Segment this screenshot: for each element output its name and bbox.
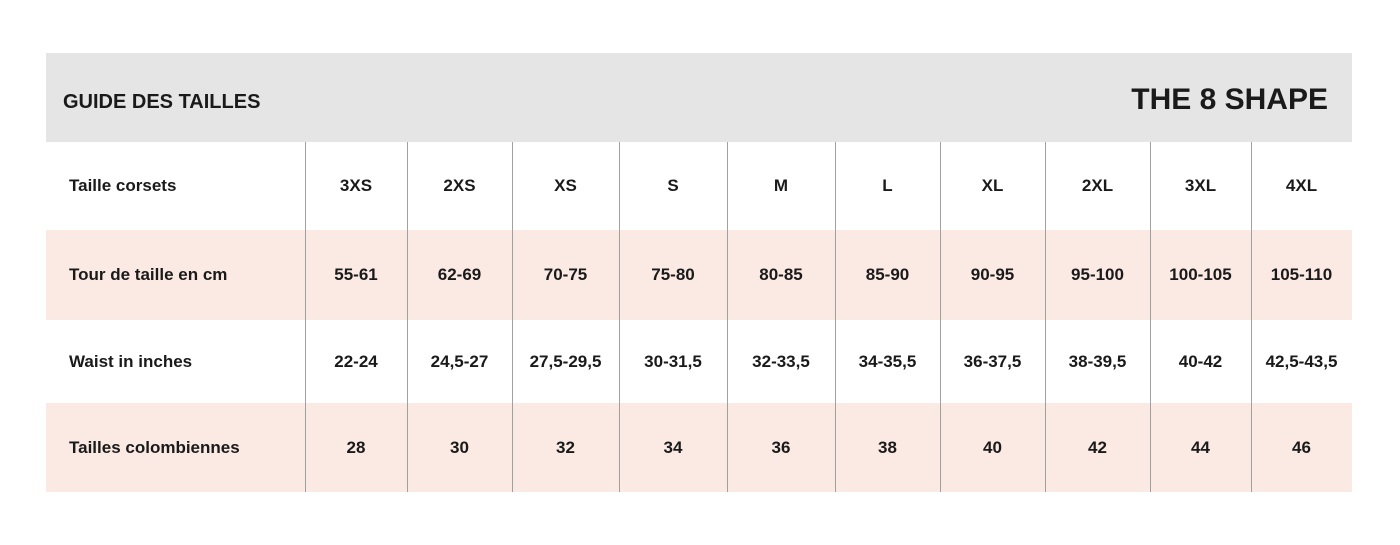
cell: XL: [981, 176, 1004, 195]
column-divider: [407, 142, 408, 492]
table-row: Taille corsets 3XS 2XS XS S M L XL 2XL 3XL 4XL: [46, 142, 1352, 230]
row-label: Tour de taille en cm: [69, 265, 228, 284]
cell: 100-105: [1169, 265, 1232, 284]
column-divider: [1045, 142, 1046, 492]
cell: 28: [346, 437, 366, 457]
header-title: GUIDE DES TAILLES: [63, 91, 261, 113]
cell: 46: [1292, 437, 1311, 457]
table-row: Tour de taille en cm 55-61 62-69 70-75 75-80…: [46, 230, 1352, 320]
column-divider: [512, 142, 513, 492]
cell: 32-33,5: [752, 351, 810, 371]
column-divider: [1150, 142, 1151, 492]
cell: 38: [878, 437, 897, 457]
cell: 55-61: [334, 265, 378, 284]
cell: 27,5-29,5: [529, 351, 602, 371]
cell: 75-80: [651, 265, 695, 284]
cell: 34-35,5: [858, 351, 917, 371]
column-divider: [305, 142, 306, 492]
cell: 80-85: [759, 265, 803, 284]
cell: 4XL: [1285, 176, 1318, 195]
table-row: Waist in inches 22-24 24,5-27 27,5-29,5 30-3…: [46, 320, 1352, 403]
cell: 36: [771, 437, 791, 457]
cell: L: [882, 176, 893, 195]
cell: 2XL: [1081, 176, 1114, 195]
cell: 42: [1088, 437, 1107, 457]
cell: 3XS: [339, 176, 373, 195]
cell: XS: [554, 176, 577, 195]
cell: 70-75: [543, 265, 588, 284]
table-row: Tailles colombiennes 28 30 32 34 36 38 40 42 44 46: [46, 403, 1352, 492]
cell: 30: [450, 437, 469, 457]
column-divider: [727, 142, 728, 492]
cell: 40: [983, 437, 1002, 457]
cell: 62-69: [437, 265, 482, 284]
cell: 30-31,5: [644, 351, 702, 371]
cell: 95-100: [1071, 265, 1124, 284]
cell: 24,5-27: [430, 351, 489, 371]
cell: 105-110: [1270, 265, 1333, 284]
column-divider: [940, 142, 941, 492]
cell: 90-95: [970, 265, 1015, 284]
cell: 36-37,5: [963, 351, 1022, 371]
cell: 2XS: [443, 176, 476, 195]
cell: 32: [556, 437, 575, 457]
cell: S: [667, 176, 679, 195]
brand: THE 8 SHAPE: [1131, 83, 1328, 116]
cell: 42,5-43,5: [1265, 351, 1338, 371]
row-label: Taille corsets: [69, 176, 177, 195]
cell: 22-24: [334, 351, 378, 371]
row-label: Tailles colombiennes: [69, 437, 240, 457]
row-label: Waist in inches: [69, 351, 193, 371]
column-divider: [619, 142, 620, 492]
header: GUIDE DES TAILLES THE 8 SHAPE: [46, 53, 1352, 142]
cell: 38-39,5: [1068, 351, 1127, 371]
cell: 3XL: [1184, 176, 1217, 195]
cell: 44: [1191, 437, 1210, 457]
column-divider: [1251, 142, 1252, 492]
cell: 40-42: [1178, 351, 1223, 371]
column-divider: [835, 142, 836, 492]
cell: 34: [663, 437, 683, 457]
cell: M: [773, 176, 789, 195]
cell: 85-90: [865, 265, 910, 284]
